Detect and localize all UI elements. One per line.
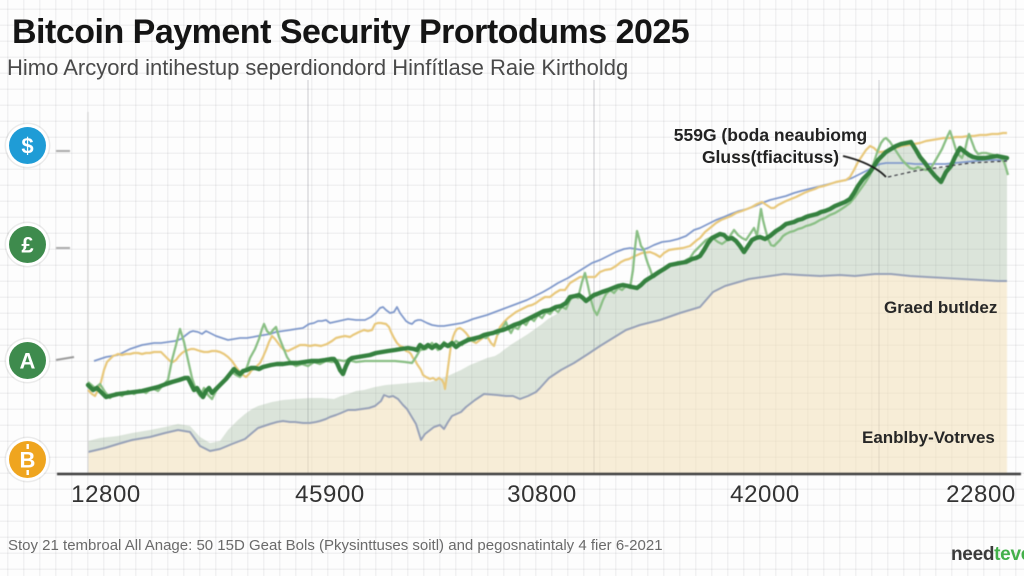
svg-text:B: B: [20, 448, 36, 473]
svg-text:A: A: [20, 349, 36, 374]
svg-text:$: $: [21, 134, 33, 159]
svg-text:£: £: [21, 233, 34, 258]
